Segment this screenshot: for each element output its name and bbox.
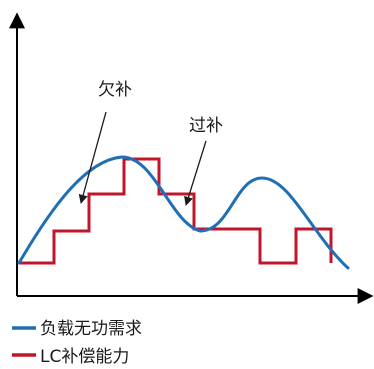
load-demand-curve <box>17 155 350 270</box>
legend-label-demand: 负载无功需求 <box>40 319 142 339</box>
over-compensation-label: 过补 <box>189 116 223 136</box>
legend-label-compensation: LC补偿能力 <box>40 347 129 367</box>
under-compensation-label: 欠补 <box>98 80 132 100</box>
under-compensation-pointer <box>78 111 107 204</box>
over-compensation-pointer <box>184 140 207 206</box>
lc-compensation-steps <box>19 157 333 265</box>
